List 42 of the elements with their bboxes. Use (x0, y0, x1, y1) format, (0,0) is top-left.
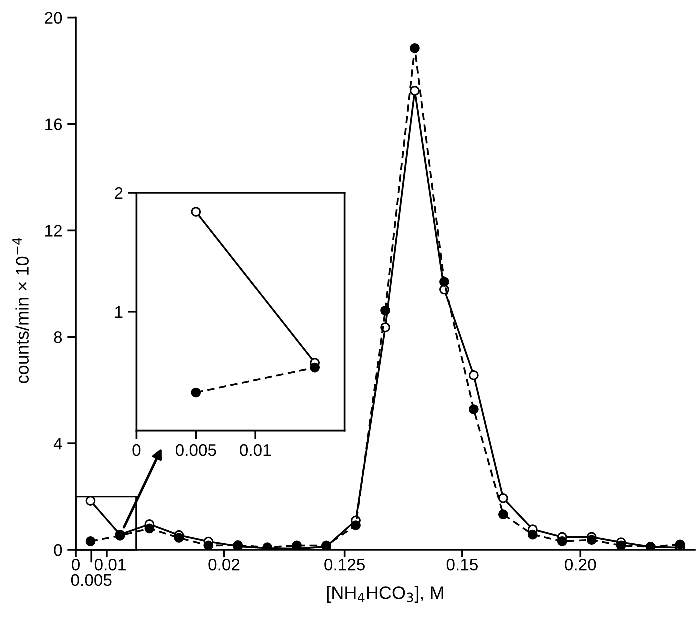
y-tick-label: 2 (115, 187, 123, 200)
text: 0.02 (208, 558, 240, 571)
point (410, 43, 420, 54)
x-tick-label: 0.01 (240, 444, 272, 456)
point (557, 536, 568, 546)
point (528, 530, 538, 540)
text: 0.20 (565, 558, 596, 571)
point (469, 404, 479, 414)
text: 0.15 (446, 558, 478, 571)
point (498, 510, 508, 520)
point (351, 520, 361, 530)
text: 0.125 (324, 558, 365, 571)
point (191, 388, 202, 398)
point (310, 362, 320, 373)
y-tick-label: 16 (46, 118, 62, 130)
y-tick-label: 4 (54, 438, 62, 450)
x-tick-label: 0.005 (176, 444, 216, 456)
point (469, 370, 479, 380)
text: 0.005 (71, 574, 112, 586)
y-tick-label: 20 (45, 12, 62, 24)
x-tick-label: 0 (132, 444, 141, 456)
point (292, 540, 302, 550)
point (86, 496, 96, 506)
y-axis-title: counts/min × 10$^{−4}$ (12, 238, 29, 384)
y-tick-label: 8 (54, 332, 62, 344)
y-tick-label: 0 (54, 544, 62, 556)
point (380, 306, 390, 316)
y-tick-label: 1 (116, 306, 123, 318)
point (191, 207, 202, 217)
point (174, 533, 184, 543)
text: 0.01 (94, 558, 126, 571)
point (144, 524, 155, 534)
point (586, 535, 597, 546)
x-axis-title: [NH$_{4}$HCO$_{3}$], M (327, 586, 444, 603)
point (410, 86, 420, 96)
point (204, 540, 214, 550)
point (616, 540, 626, 550)
text: 0 (72, 558, 80, 571)
point (86, 536, 96, 546)
y-tick-label: 12 (46, 225, 62, 237)
point (440, 277, 450, 287)
point (498, 493, 508, 504)
